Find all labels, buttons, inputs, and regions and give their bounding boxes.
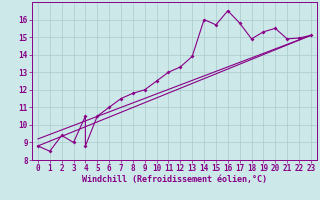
X-axis label: Windchill (Refroidissement éolien,°C): Windchill (Refroidissement éolien,°C) <box>82 175 267 184</box>
